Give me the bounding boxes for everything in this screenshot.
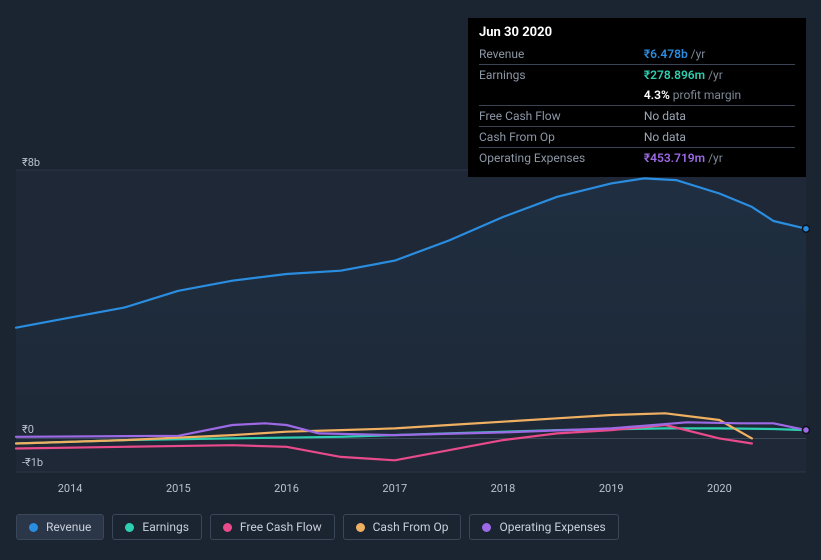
tooltip-label: Revenue [479, 44, 644, 65]
ytick-neg1b: -₹1b [22, 456, 43, 469]
financial-chart: ₹8b ₹0 -₹1b 2014 2015 2016 2017 2018 2019 2020… [0, 0, 821, 560]
tooltip-label: Free Cash Flow [479, 106, 644, 127]
legend-label: Free Cash Flow [240, 520, 322, 534]
xtick-2016: 2016 [274, 482, 299, 495]
tooltip-label: Cash From Op [479, 127, 644, 148]
tooltip-value: No data [644, 127, 795, 148]
tooltip-value: ₹6.478b /yr [644, 44, 795, 65]
legend-dot-icon [223, 523, 232, 532]
legend-dot-icon [482, 523, 491, 532]
legend-dot-icon [125, 523, 134, 532]
chart-tooltip: Jun 30 2020 Revenue₹6.478b /yrEarnings₹2… [468, 18, 806, 177]
ytick-0: ₹0 [22, 423, 34, 436]
ytick-8b: ₹8b [22, 156, 40, 169]
tooltip-value: No data [644, 106, 795, 127]
legend-item-free_cash_flow[interactable]: Free Cash Flow [210, 514, 335, 540]
legend-label: Cash From Op [373, 520, 449, 534]
tooltip-table: Revenue₹6.478b /yrEarnings₹278.896m /yr … [479, 44, 795, 168]
xtick-2018: 2018 [491, 482, 516, 495]
tooltip-label: Earnings [479, 65, 644, 86]
legend-label: Earnings [142, 520, 189, 534]
legend-item-cash_from_op[interactable]: Cash From Op [343, 514, 462, 540]
legend-label: Revenue [46, 520, 91, 534]
tooltip-label: Operating Expenses [479, 148, 644, 169]
tooltip-value: ₹453.719m /yr [644, 148, 795, 169]
legend-item-earnings[interactable]: Earnings [112, 514, 202, 540]
chart-legend: Revenue Earnings Free Cash Flow Cash From O… [16, 514, 619, 540]
xtick-2017: 2017 [382, 482, 407, 495]
legend-label: Operating Expenses [499, 520, 605, 534]
endpoint-revenue [803, 225, 810, 232]
tooltip-value: ₹278.896m /yr [644, 65, 795, 86]
legend-item-operating_expenses[interactable]: Operating Expenses [469, 514, 618, 540]
tooltip-date: Jun 30 2020 [479, 25, 795, 40]
xtick-2014: 2014 [58, 482, 83, 495]
legend-item-revenue[interactable]: Revenue [16, 514, 104, 540]
legend-dot-icon [356, 523, 365, 532]
legend-dot-icon [29, 523, 38, 532]
xtick-2015: 2015 [166, 482, 191, 495]
endpoint-operating_expenses [803, 427, 810, 434]
xtick-2020: 2020 [707, 482, 732, 495]
xtick-2019: 2019 [599, 482, 624, 495]
